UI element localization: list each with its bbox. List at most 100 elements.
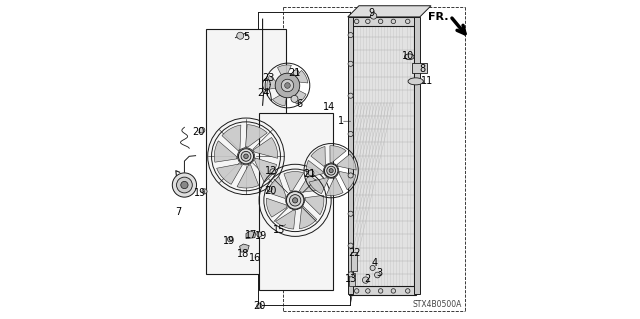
- Text: 4: 4: [371, 258, 378, 268]
- Circle shape: [241, 152, 251, 161]
- Polygon shape: [276, 211, 296, 229]
- Bar: [348, 17, 353, 294]
- Circle shape: [371, 13, 377, 19]
- Text: 19: 19: [223, 236, 236, 246]
- Bar: [349, 286, 417, 295]
- Text: 20: 20: [265, 186, 277, 196]
- Polygon shape: [255, 158, 276, 182]
- Circle shape: [324, 164, 338, 177]
- Circle shape: [242, 152, 250, 160]
- Text: 3: 3: [376, 268, 382, 278]
- Text: STX4B0500A: STX4B0500A: [413, 300, 462, 309]
- Circle shape: [293, 70, 299, 76]
- Circle shape: [292, 198, 298, 203]
- Text: 23: 23: [262, 73, 275, 83]
- Polygon shape: [326, 178, 343, 196]
- Text: 17: 17: [245, 230, 258, 241]
- Circle shape: [285, 83, 291, 88]
- Circle shape: [239, 149, 253, 164]
- Circle shape: [257, 303, 262, 308]
- Circle shape: [237, 148, 255, 165]
- Polygon shape: [266, 198, 287, 217]
- Circle shape: [378, 289, 383, 293]
- Circle shape: [391, 289, 396, 293]
- Polygon shape: [222, 125, 241, 151]
- Text: 18: 18: [237, 249, 249, 259]
- Circle shape: [227, 237, 232, 242]
- Bar: [206, 29, 286, 274]
- Circle shape: [286, 192, 304, 209]
- Circle shape: [348, 131, 353, 137]
- Circle shape: [328, 167, 335, 174]
- Circle shape: [355, 19, 359, 24]
- Text: 12: 12: [266, 166, 278, 176]
- Circle shape: [257, 232, 262, 237]
- Circle shape: [285, 191, 305, 210]
- Text: 19: 19: [195, 188, 207, 198]
- Text: FR.: FR.: [428, 12, 448, 22]
- Text: 6: 6: [296, 99, 302, 109]
- Polygon shape: [216, 164, 243, 184]
- Text: 13: 13: [345, 274, 357, 284]
- Polygon shape: [330, 146, 346, 162]
- Circle shape: [378, 19, 383, 24]
- Circle shape: [291, 196, 300, 204]
- Text: 2: 2: [364, 274, 371, 284]
- Text: 21: 21: [288, 68, 301, 78]
- Bar: [353, 24, 414, 287]
- Bar: [349, 17, 417, 26]
- Circle shape: [244, 154, 248, 159]
- Ellipse shape: [408, 78, 423, 85]
- Polygon shape: [268, 177, 286, 198]
- Circle shape: [365, 289, 370, 293]
- Circle shape: [348, 33, 353, 38]
- Circle shape: [355, 289, 359, 293]
- Polygon shape: [267, 76, 281, 89]
- Text: 20: 20: [253, 301, 266, 311]
- Text: 7: 7: [175, 207, 181, 217]
- Circle shape: [202, 189, 207, 194]
- Polygon shape: [348, 6, 431, 17]
- Bar: [414, 17, 420, 294]
- Text: 24: 24: [257, 87, 269, 98]
- Circle shape: [177, 177, 192, 193]
- Circle shape: [406, 19, 410, 24]
- Bar: [259, 113, 333, 290]
- Circle shape: [289, 195, 301, 206]
- Polygon shape: [300, 175, 322, 192]
- Circle shape: [324, 163, 339, 178]
- Circle shape: [365, 19, 370, 24]
- Polygon shape: [337, 154, 356, 170]
- Text: 10: 10: [402, 51, 414, 61]
- Polygon shape: [305, 195, 324, 215]
- Text: 5: 5: [243, 32, 250, 42]
- Text: 11: 11: [420, 76, 433, 86]
- Polygon shape: [214, 141, 237, 162]
- Polygon shape: [311, 146, 325, 167]
- Polygon shape: [278, 65, 291, 80]
- Text: 15: 15: [273, 225, 285, 235]
- Polygon shape: [246, 125, 268, 147]
- Circle shape: [291, 95, 298, 102]
- Polygon shape: [284, 172, 303, 191]
- Polygon shape: [306, 160, 323, 177]
- Bar: [349, 273, 355, 286]
- Text: 19: 19: [255, 231, 267, 241]
- Circle shape: [348, 61, 353, 66]
- Circle shape: [348, 211, 353, 216]
- Text: 9: 9: [369, 8, 375, 18]
- Polygon shape: [300, 206, 317, 229]
- Circle shape: [275, 73, 300, 98]
- Polygon shape: [253, 137, 278, 158]
- Circle shape: [199, 127, 205, 133]
- Circle shape: [391, 19, 396, 24]
- Circle shape: [281, 79, 294, 92]
- Text: 1: 1: [338, 116, 344, 126]
- Circle shape: [308, 170, 314, 176]
- Text: 16: 16: [248, 253, 260, 263]
- Circle shape: [237, 32, 244, 39]
- Circle shape: [362, 277, 369, 283]
- Circle shape: [327, 166, 335, 175]
- Circle shape: [172, 173, 196, 197]
- Polygon shape: [246, 231, 255, 239]
